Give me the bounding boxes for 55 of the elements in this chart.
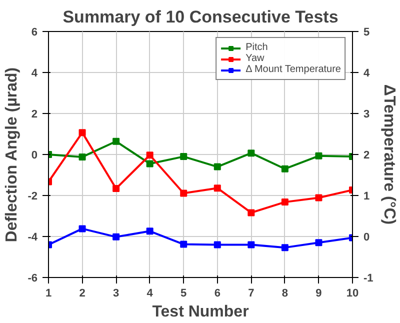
y-tick-label: -4: [28, 232, 38, 244]
y2-tick-label: 5: [364, 26, 370, 38]
x-tick-label: 9: [316, 288, 322, 300]
x-tick-label: 1: [45, 288, 52, 300]
point: [146, 160, 154, 168]
x-tick-label: 4: [146, 288, 154, 300]
x-tick-label: 7: [248, 288, 254, 300]
y-tick-label: -2: [28, 190, 38, 202]
point: [248, 150, 255, 157]
point: [78, 153, 86, 160]
x-tick-label: 5: [180, 288, 187, 300]
y-tick-label: 2: [31, 108, 38, 120]
point: [281, 165, 288, 172]
y2-tick-label: 0: [364, 232, 370, 244]
point: [180, 240, 188, 248]
x-tick-label: 10: [346, 288, 359, 300]
point: [146, 152, 154, 159]
point: [112, 138, 120, 145]
point: [214, 241, 221, 248]
point: [112, 185, 120, 192]
x-tick-label: 8: [282, 288, 288, 300]
x-axis-title: Test Number: [152, 304, 249, 320]
x-tick-label: 3: [112, 288, 120, 300]
point: [248, 241, 255, 248]
y2-tick-label: 1: [364, 190, 370, 202]
legend-label: Pitch: [246, 42, 268, 53]
y-tick-label: 0: [31, 150, 38, 162]
y2-axis-title: ΔTemperature (°C): [380, 84, 398, 225]
chart-title: Summary of 10 Consecutive Tests: [62, 8, 338, 26]
y-tick-label: -6: [28, 272, 38, 284]
point: [315, 152, 322, 160]
point: [281, 198, 288, 206]
point: [214, 163, 221, 170]
point: [78, 225, 86, 232]
point: [281, 244, 288, 252]
x-tick-label: 2: [79, 288, 86, 300]
point: [315, 194, 322, 202]
y-axis-title: Deflection Angle (µrad): [4, 67, 21, 242]
point: [214, 184, 221, 192]
y-tick-label: 6: [31, 26, 38, 38]
legend-label: Δ Mount Temperature: [246, 64, 341, 75]
y2-tick-label: 2: [364, 150, 370, 162]
legend-label: Yaw: [246, 53, 266, 64]
point: [112, 233, 120, 240]
point: [248, 209, 255, 216]
y2-tick-label: -1: [364, 272, 374, 284]
y2-tick-label: 3: [364, 108, 370, 120]
point: [315, 239, 322, 246]
point: [180, 153, 188, 160]
y2-tick-label: 4: [364, 68, 370, 80]
y-tick-label: 4: [31, 68, 38, 80]
point: [180, 190, 188, 197]
point: [78, 129, 86, 136]
point: [146, 228, 154, 235]
x-tick-label: 6: [214, 288, 220, 300]
